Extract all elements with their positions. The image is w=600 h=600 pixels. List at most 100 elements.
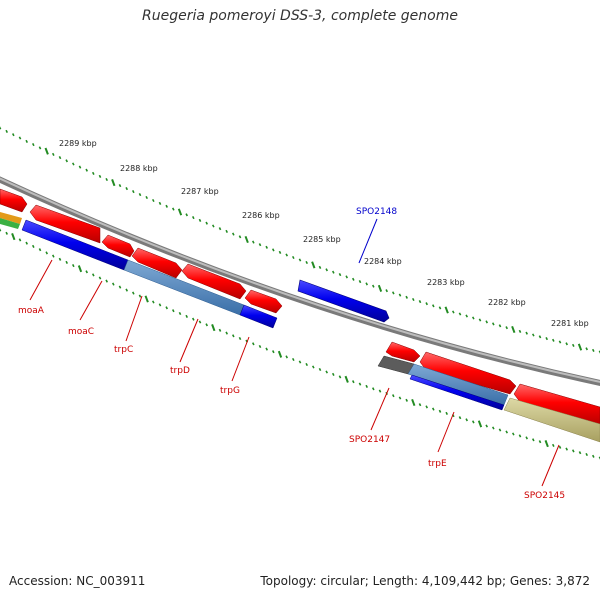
gene-label-spo2148[interactable]: SPO2148 <box>356 207 397 217</box>
forward-genes-right <box>385 341 600 426</box>
tick-mark <box>138 193 142 197</box>
tick-mark <box>38 248 42 252</box>
gene-label-spo2145[interactable]: SPO2145 <box>524 491 565 501</box>
kbp-label: 2287 kbp <box>181 187 219 196</box>
gene-arrow[interactable] <box>101 234 135 258</box>
tick-mark <box>305 260 309 265</box>
tick-mark <box>377 284 383 292</box>
tick-mark <box>425 405 429 409</box>
tick-mark <box>305 362 309 367</box>
tick-mark <box>531 333 535 337</box>
tick-mark <box>25 139 29 143</box>
tick-mark <box>591 348 595 352</box>
tick-mark <box>131 190 135 194</box>
tick-mark <box>331 372 335 376</box>
gene-band[interactable] <box>409 374 505 411</box>
tick-mark <box>318 265 322 269</box>
gene-arrow[interactable] <box>385 341 421 363</box>
tick-mark <box>225 331 229 335</box>
tick-mark <box>98 174 102 178</box>
gene-label-trpg[interactable]: trpG <box>220 386 240 396</box>
backbone <box>0 176 600 386</box>
gene-label-moaa[interactable]: moaA <box>18 306 45 316</box>
tick-mark <box>205 221 209 225</box>
tick-mark <box>38 146 42 150</box>
tick-mark <box>518 434 522 438</box>
gene-arrow[interactable] <box>29 204 101 244</box>
tick-mark <box>478 318 482 322</box>
tick-mark <box>0 228 2 232</box>
gene-band[interactable] <box>503 397 600 443</box>
tick-mark <box>325 370 329 374</box>
tick-mark <box>171 309 175 313</box>
tick-mark <box>577 343 583 351</box>
tick-mark <box>71 162 75 166</box>
gene-arrow[interactable] <box>244 289 283 314</box>
tick-mark <box>558 445 562 449</box>
tick-mark <box>385 289 389 293</box>
gene-band[interactable] <box>239 304 278 329</box>
gene-arrow-spo2148[interactable] <box>297 279 390 323</box>
tick-mark <box>105 177 109 182</box>
tick-mark <box>411 297 415 302</box>
tick-mark <box>565 342 569 346</box>
tick-mark <box>58 156 62 160</box>
tick-mark <box>558 340 562 344</box>
genome-summary-text: Topology: circular; Length: 4,109,442 bp… <box>260 574 590 588</box>
forward-genes-left <box>0 188 283 314</box>
tick-mark <box>291 255 295 260</box>
tick-mark <box>591 454 595 458</box>
gene-label-trpd[interactable]: trpD <box>170 366 190 376</box>
tick-mark <box>71 264 75 268</box>
gene-arrow[interactable] <box>131 247 183 279</box>
tick-mark <box>418 300 422 304</box>
tick-mark <box>178 311 182 316</box>
tick-mark <box>498 428 502 432</box>
tick-mark <box>198 218 202 222</box>
tick-mark <box>51 152 55 156</box>
tick-mark <box>277 350 283 358</box>
tick-mark <box>518 329 522 333</box>
tick-mark <box>265 245 269 249</box>
tick-mark <box>498 324 502 328</box>
tick-mark <box>65 260 69 264</box>
tick-mark <box>338 273 342 277</box>
tick-mark <box>271 350 275 354</box>
gene-label-spo2147[interactable]: SPO2147 <box>349 435 390 445</box>
tick-mark <box>238 235 242 239</box>
tick-mark <box>538 335 542 339</box>
gene-label-trpe[interactable]: trpE <box>428 459 447 469</box>
tick-mark <box>485 320 489 324</box>
gene-arrow[interactable] <box>181 263 247 300</box>
tick-mark <box>111 282 115 286</box>
tick-mark <box>85 270 89 274</box>
tick-mark <box>111 179 116 187</box>
tick-mark <box>365 282 369 286</box>
gene-labels: SPO2148 moaA moaC trpC trpD trpG SPO2147… <box>18 207 565 501</box>
tick-mark <box>391 394 395 398</box>
tick-mark <box>471 420 475 424</box>
tick-mark <box>165 204 169 208</box>
tick-mark <box>31 143 35 147</box>
gene-label-trpc[interactable]: trpC <box>114 345 133 355</box>
kbp-label: 2286 kbp <box>242 211 280 220</box>
tick-mark <box>231 232 235 236</box>
gene-arrow[interactable] <box>0 188 28 213</box>
tick-mark <box>505 326 509 330</box>
tick-mark <box>344 375 349 383</box>
tick-mark <box>25 241 29 245</box>
tick-mark <box>511 325 516 334</box>
leader-lines <box>29 218 560 487</box>
tick-mark <box>85 168 89 172</box>
tick-mark <box>238 336 242 341</box>
reverse-genes-right <box>377 355 600 443</box>
gene-label-moac[interactable]: moaC <box>68 327 94 337</box>
accession-text: Accession: NC_003911 <box>9 574 146 588</box>
tick-mark <box>491 426 495 430</box>
tick-mark <box>91 273 95 277</box>
tick-mark <box>5 231 9 235</box>
tick-mark <box>365 384 369 388</box>
tick-mark <box>471 316 475 320</box>
tick-mark <box>211 324 216 332</box>
